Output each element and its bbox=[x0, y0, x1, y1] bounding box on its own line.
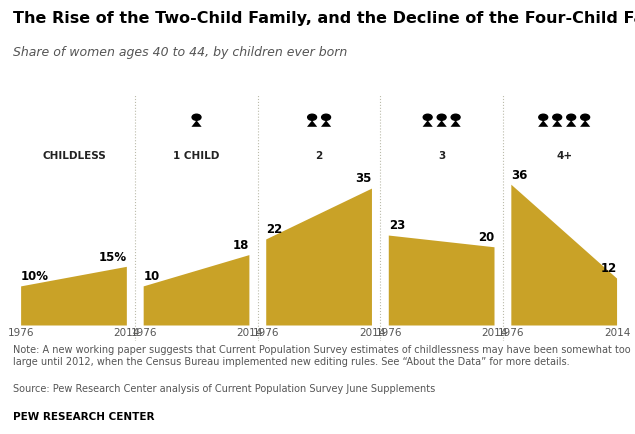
Text: 10%: 10% bbox=[21, 270, 49, 283]
Polygon shape bbox=[21, 267, 127, 326]
Text: 1976: 1976 bbox=[253, 328, 279, 338]
Text: Share of women ages 40 to 44, by children ever born: Share of women ages 40 to 44, by childre… bbox=[13, 46, 347, 59]
Text: Source: Pew Research Center analysis of Current Population Survey June Supplemen: Source: Pew Research Center analysis of … bbox=[13, 384, 435, 394]
Text: 2014: 2014 bbox=[114, 328, 140, 338]
Text: 4+: 4+ bbox=[556, 151, 572, 161]
Text: 1976: 1976 bbox=[130, 328, 157, 338]
Text: The Rise of the Two-Child Family, and the Decline of the Four-Child Family: The Rise of the Two-Child Family, and th… bbox=[13, 11, 635, 26]
Text: 10: 10 bbox=[144, 270, 160, 283]
Text: 18: 18 bbox=[233, 239, 250, 252]
Text: 36: 36 bbox=[511, 168, 528, 181]
Text: 35: 35 bbox=[356, 172, 372, 185]
Text: 1976: 1976 bbox=[375, 328, 402, 338]
Text: 1976: 1976 bbox=[498, 328, 525, 338]
Text: 12: 12 bbox=[601, 263, 617, 276]
Text: 1976: 1976 bbox=[8, 328, 34, 338]
Text: CHILDLESS: CHILDLESS bbox=[42, 151, 106, 161]
Polygon shape bbox=[389, 236, 495, 326]
Text: 2014: 2014 bbox=[481, 328, 508, 338]
Text: 3: 3 bbox=[438, 151, 445, 161]
Text: 2: 2 bbox=[316, 151, 323, 161]
Text: 2014: 2014 bbox=[359, 328, 385, 338]
Text: 20: 20 bbox=[478, 231, 495, 244]
Polygon shape bbox=[144, 255, 250, 326]
Text: 23: 23 bbox=[389, 220, 405, 233]
Polygon shape bbox=[511, 185, 617, 326]
Text: PEW RESEARCH CENTER: PEW RESEARCH CENTER bbox=[13, 412, 154, 422]
Text: 2014: 2014 bbox=[604, 328, 631, 338]
Text: 15%: 15% bbox=[98, 251, 127, 264]
Text: 1 CHILD: 1 CHILD bbox=[173, 151, 220, 161]
Polygon shape bbox=[266, 189, 372, 326]
Text: 2014: 2014 bbox=[236, 328, 263, 338]
Text: 22: 22 bbox=[266, 224, 283, 237]
Text: Note: A new working paper suggests that Current Population Survey estimates of c: Note: A new working paper suggests that … bbox=[13, 345, 631, 367]
